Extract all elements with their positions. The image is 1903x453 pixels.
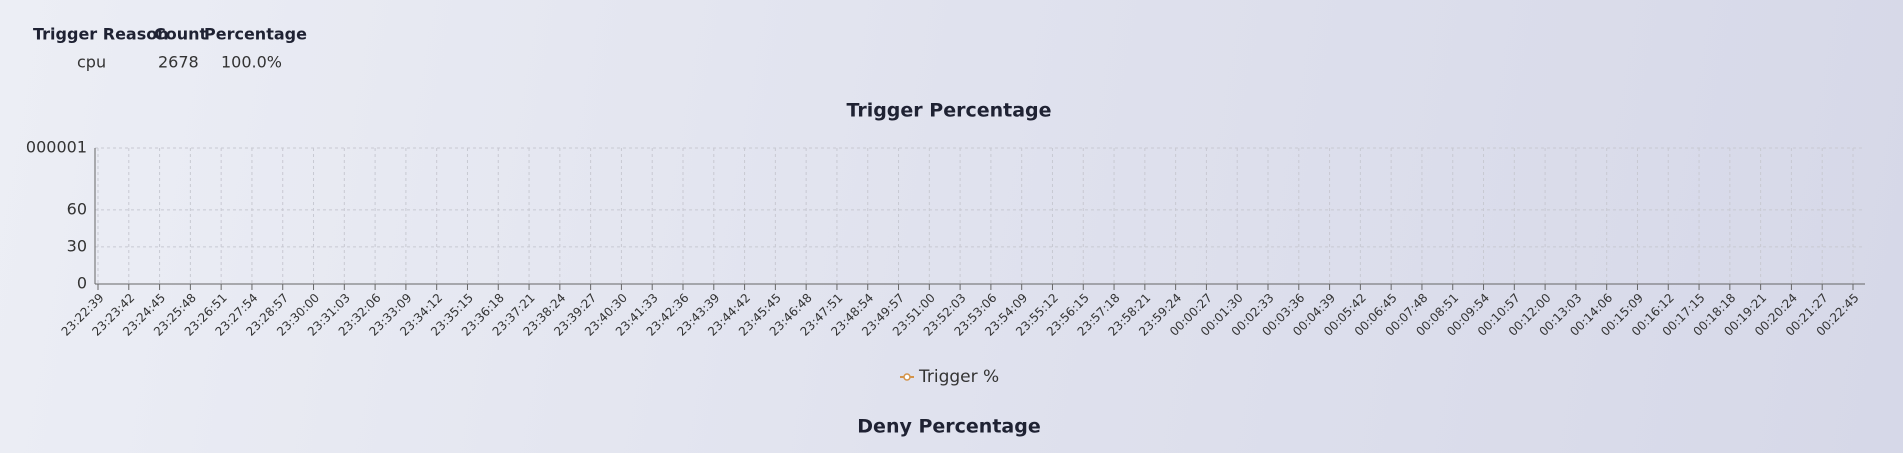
- header-cell: Percentage: [204, 25, 307, 44]
- chart-title: Trigger Percentage: [846, 100, 1051, 122]
- table-cell: 2678: [158, 53, 199, 72]
- table-cell: cpu: [77, 53, 106, 72]
- y-tick-label: 30: [67, 236, 87, 255]
- y-tick-label: 60: [67, 199, 87, 218]
- legend-label: Trigger %: [918, 367, 999, 387]
- y-tick-label: 0: [77, 274, 87, 293]
- y-tick-label: 000001: [26, 138, 87, 157]
- table-cell: 100.0%: [221, 53, 282, 72]
- header-cell: Trigger Reason: [33, 25, 169, 44]
- legend-swatch: [903, 373, 911, 381]
- header-cell: Count: [154, 25, 208, 44]
- chart-title: Deny Percentage: [857, 416, 1040, 438]
